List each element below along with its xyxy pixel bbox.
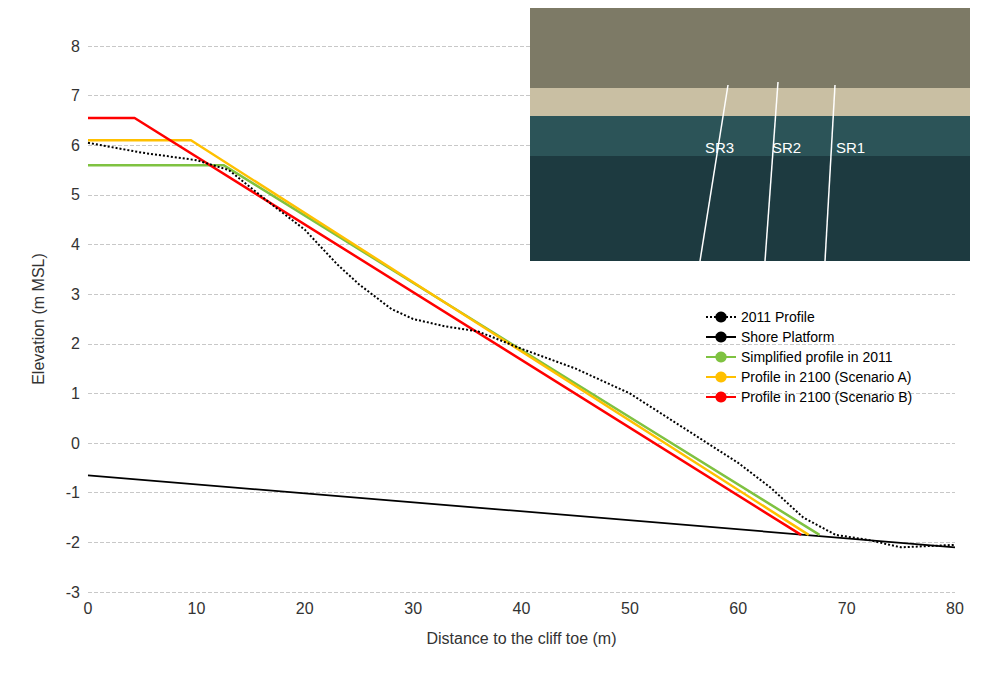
svg-text:SR2: SR2 — [772, 139, 801, 156]
svg-text:4: 4 — [71, 236, 80, 253]
svg-text:8: 8 — [71, 38, 80, 55]
svg-text:Distance to the cliff toe (m): Distance to the cliff toe (m) — [427, 630, 617, 647]
svg-text:SR3: SR3 — [705, 139, 734, 156]
svg-text:6: 6 — [71, 137, 80, 154]
svg-text:60: 60 — [729, 600, 747, 617]
svg-text:SR1: SR1 — [836, 139, 865, 156]
svg-text:5: 5 — [71, 186, 80, 203]
svg-text:2: 2 — [71, 335, 80, 352]
svg-text:20: 20 — [296, 600, 314, 617]
svg-text:0: 0 — [84, 600, 93, 617]
svg-text:2011 Profile: 2011 Profile — [741, 309, 815, 325]
svg-text:70: 70 — [838, 600, 856, 617]
svg-text:Simplified profile in 2011: Simplified profile in 2011 — [741, 349, 893, 365]
svg-text:7: 7 — [71, 87, 80, 104]
svg-text:-1: -1 — [66, 484, 80, 501]
svg-text:Shore Platform: Shore Platform — [741, 329, 834, 345]
svg-text:Profile in 2100 (Scenario A): Profile in 2100 (Scenario A) — [741, 369, 911, 385]
svg-text:10: 10 — [187, 600, 205, 617]
svg-text:1: 1 — [71, 385, 80, 402]
svg-text:30: 30 — [404, 600, 422, 617]
svg-text:-2: -2 — [66, 534, 80, 551]
svg-text:Profile in 2100 (Scenario B): Profile in 2100 (Scenario B) — [741, 389, 912, 405]
svg-text:40: 40 — [513, 600, 531, 617]
svg-text:0: 0 — [71, 435, 80, 452]
svg-text:80: 80 — [946, 600, 964, 617]
svg-text:50: 50 — [621, 600, 639, 617]
svg-text:3: 3 — [71, 286, 80, 303]
svg-text:Elevation (m MSL): Elevation (m MSL) — [30, 253, 47, 385]
svg-text:-3: -3 — [66, 584, 80, 601]
